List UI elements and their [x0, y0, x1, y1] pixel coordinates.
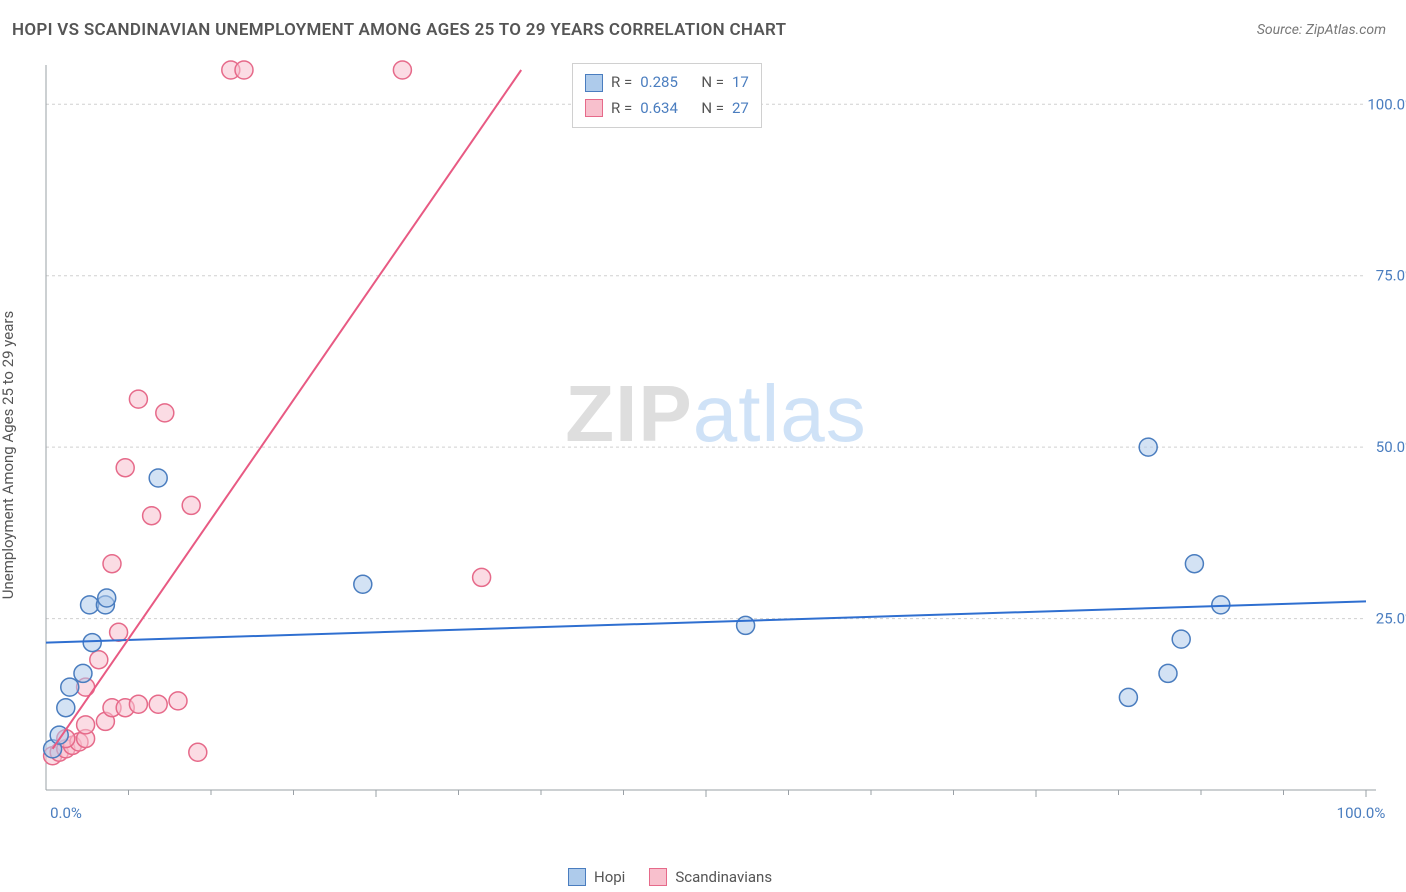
scatter-point-scandinavians: [103, 555, 121, 573]
correlation-row-scandinavians: R = 0.634 N = 27: [585, 96, 749, 122]
scatter-point-scandinavians: [90, 651, 108, 669]
scatter-point-scandinavians: [393, 61, 411, 79]
header: HOPI VS SCANDINAVIAN UNEMPLOYMENT AMONG …: [12, 20, 1386, 40]
source-prefix: Source:: [1257, 22, 1306, 38]
scatter-point-scandinavians: [110, 623, 128, 641]
r-value: 0.634: [640, 96, 678, 122]
scatter-point-scandinavians: [156, 404, 174, 422]
scatter-point-scandinavians: [129, 695, 147, 713]
scatter-point-hopi: [83, 634, 101, 652]
scatter-point-scandinavians: [235, 61, 253, 79]
n-value: 27: [732, 96, 749, 122]
scatter-point-hopi: [74, 664, 92, 682]
chart-title: HOPI VS SCANDINAVIAN UNEMPLOYMENT AMONG …: [12, 20, 786, 40]
scatter-point-hopi: [1185, 555, 1203, 573]
scatter-point-hopi: [149, 469, 167, 487]
r-value: 0.285: [640, 70, 678, 96]
svg-text:50.0%: 50.0%: [1376, 438, 1406, 456]
correlation-row-hopi: R = 0.285 N = 17: [585, 70, 749, 96]
scandinavians-swatch-icon: [649, 868, 667, 886]
hopi-swatch-icon: [568, 868, 586, 886]
scatter-point-scandinavians: [182, 496, 200, 514]
plot-area: ZIPatlas 25.0%50.0%75.0%100.0%0.0%100.0%: [46, 60, 1386, 830]
legend-label-scandinavians: Scandinavians: [675, 868, 772, 886]
scatter-point-scandinavians: [189, 743, 207, 761]
scatter-point-hopi: [57, 699, 75, 717]
chart-svg: 25.0%50.0%75.0%100.0%0.0%100.0%: [46, 60, 1386, 830]
scatter-point-scandinavians: [77, 716, 95, 734]
scatter-point-hopi: [737, 616, 755, 634]
scatter-point-hopi: [1172, 630, 1190, 648]
scatter-point-hopi: [354, 575, 372, 593]
chart-source: Source: ZipAtlas.com: [1257, 22, 1386, 38]
scatter-point-hopi: [61, 678, 79, 696]
scatter-point-scandinavians: [143, 507, 161, 525]
scatter-point-scandinavians: [129, 390, 147, 408]
svg-text:75.0%: 75.0%: [1376, 267, 1406, 285]
series-legend: Hopi Scandinavians: [568, 868, 772, 886]
correlation-legend: R = 0.285 N = 17 R = 0.634 N = 27: [572, 63, 762, 128]
n-label: N =: [701, 70, 724, 96]
svg-text:0.0%: 0.0%: [50, 804, 82, 822]
scatter-point-hopi: [98, 589, 116, 607]
source-name: ZipAtlas.com: [1306, 22, 1386, 38]
scandinavians-swatch-icon: [585, 99, 603, 117]
svg-text:25.0%: 25.0%: [1376, 610, 1406, 628]
regression-line-scandinavians: [53, 70, 522, 749]
scatter-point-scandinavians: [473, 568, 491, 586]
scatter-point-hopi: [1119, 688, 1137, 706]
svg-text:100.0%: 100.0%: [1337, 804, 1386, 822]
n-value: 17: [732, 70, 749, 96]
legend-label-hopi: Hopi: [594, 868, 625, 886]
n-label: N =: [701, 96, 724, 122]
scatter-point-hopi: [1159, 664, 1177, 682]
r-label: R =: [611, 96, 632, 122]
r-label: R =: [611, 70, 632, 96]
legend-item-scandinavians: Scandinavians: [649, 868, 772, 886]
legend-item-hopi: Hopi: [568, 868, 625, 886]
scatter-point-scandinavians: [169, 692, 187, 710]
hopi-swatch-icon: [585, 74, 603, 92]
scatter-point-scandinavians: [149, 695, 167, 713]
y-axis-label: Unemployment Among Ages 25 to 29 years: [0, 311, 17, 599]
svg-text:100.0%: 100.0%: [1367, 95, 1406, 113]
scatter-point-scandinavians: [116, 459, 134, 477]
chart-container: HOPI VS SCANDINAVIAN UNEMPLOYMENT AMONG …: [0, 0, 1406, 892]
scatter-point-hopi: [1139, 438, 1157, 456]
regression-line-hopi: [46, 601, 1366, 642]
